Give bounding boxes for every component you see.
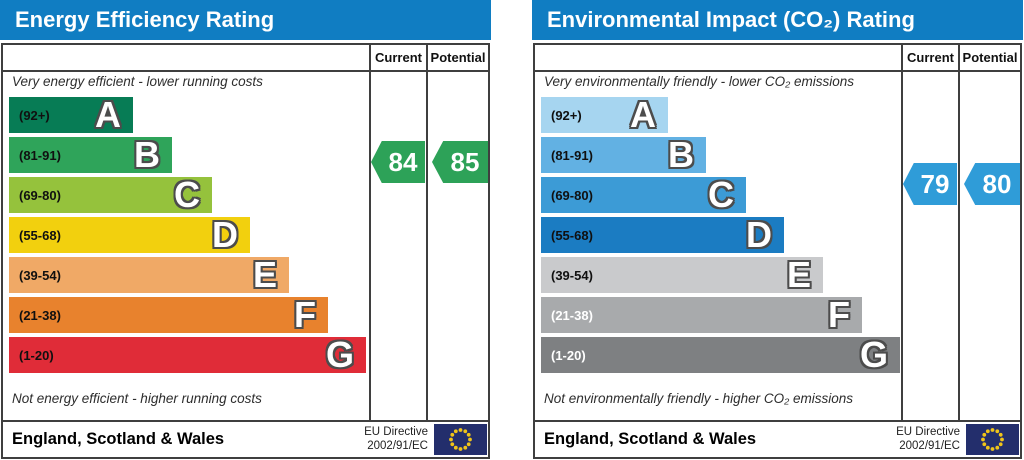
band-row-d: (55-68) D [9,217,250,253]
band-row-g: (1-20) G [541,337,900,373]
band-range-label: (1-20) [19,347,54,363]
potential-rating-value: 80 [982,168,1012,199]
band-row-e: (39-54) E [9,257,289,293]
bottom-note: Not energy efficient - higher running co… [12,391,262,406]
band-range-label: (55-68) [551,227,593,243]
table-divider [3,420,488,422]
current-column-header: Current [907,50,954,65]
table-divider [535,420,1020,422]
band-row-b: (81-91) B [541,137,706,173]
rating-table: Current Potential Very energy efficient … [1,43,490,459]
eu-directive-label: EU Directive 2002/91/EC [364,426,428,452]
environmental-impact-panel: Environmental Impact (CO₂) Rating Curren… [532,0,1023,459]
band-row-f: (21-38) F [9,297,328,333]
band-range-label: (1-20) [551,347,586,363]
band-row-d: (55-68) D [541,217,784,253]
eu-directive-label: EU Directive 2002/91/EC [896,426,960,452]
band-row-b: (81-91) B [9,137,172,173]
rating-table: Current Potential Very environmentally f… [533,43,1022,459]
potential-rating-value: 85 [450,146,480,177]
table-divider [958,45,960,422]
panel-footer: England, Scotland & Wales EU Directive 2… [535,422,1020,457]
band-range-label: (92+) [19,107,50,123]
table-divider [535,70,1020,72]
panel-title-bar: Environmental Impact (CO₂) Rating [532,0,1023,40]
region-label: England, Scotland & Wales [12,430,225,448]
band-row-c: (69-80) C [9,177,212,213]
band-row-a: (92+) A [9,97,133,133]
rating-bands: (92+) A (81-91) B (69-80) C (55-68) D (39-54) E (2… [9,97,371,377]
region-label: England, Scotland & Wales [544,430,757,448]
band-letter: G [325,334,354,375]
band-row-f: (21-38) F [541,297,862,333]
band-letter: C [708,174,734,215]
band-range-label: (21-38) [551,307,593,323]
band-letter: D [746,214,772,255]
band-letter: E [786,254,811,295]
band-range-label: (92+) [551,107,582,123]
band-letter: D [212,214,238,255]
current-rating-value: 84 [388,146,418,177]
current-rating-arrow: 79 [903,163,957,205]
band-row-e: (39-54) E [541,257,823,293]
table-divider [426,45,428,422]
band-range-label: (39-54) [551,267,593,283]
band-letter: B [134,134,160,175]
current-rating-arrow: 84 [371,141,425,183]
bottom-note: Not environmentally friendly - higher CO… [544,391,854,406]
energy-efficiency-panel: Energy Efficiency Rating Current Potenti… [0,0,491,459]
panel-title-bar: Energy Efficiency Rating [0,0,491,40]
potential-rating-arrow: 80 [964,163,1020,205]
panel-title: Environmental Impact (CO₂) Rating [547,7,915,32]
potential-rating-arrow: 85 [432,141,488,183]
top-note: Very energy efficient - lower running co… [12,74,263,89]
band-range-label: (81-91) [551,147,593,163]
table-divider [3,70,488,72]
band-letter: C [174,174,200,215]
current-column-header: Current [375,50,422,65]
band-range-label: (21-38) [19,307,61,323]
band-row-g: (1-20) G [9,337,366,373]
band-letter: F [828,294,850,335]
band-letter: F [294,294,316,335]
band-range-label: (69-80) [19,187,61,203]
band-letter: E [252,254,277,295]
band-row-c: (69-80) C [541,177,746,213]
potential-column-header: Potential [962,50,1018,65]
band-range-label: (69-80) [551,187,593,203]
band-letter: G [859,334,888,375]
band-letter: B [668,134,694,175]
eu-flag-icon [966,424,1019,455]
band-letter: A [95,94,121,135]
band-range-label: (55-68) [19,227,61,243]
table-divider [369,45,371,422]
panel-footer: England, Scotland & Wales EU Directive 2… [3,422,488,457]
band-row-a: (92+) A [541,97,668,133]
panel-title: Energy Efficiency Rating [15,7,275,32]
potential-column-header: Potential [430,50,486,65]
band-range-label: (81-91) [19,147,61,163]
eu-flag-icon [434,424,487,455]
band-range-label: (39-54) [19,267,61,283]
band-letter: A [630,94,656,135]
rating-bands: (92+) A (81-91) B (69-80) C (55-68) D (39-54) E (2… [541,97,903,377]
table-divider [901,45,903,422]
current-rating-value: 79 [920,168,950,199]
top-note: Very environmentally friendly - lower CO… [544,74,854,89]
